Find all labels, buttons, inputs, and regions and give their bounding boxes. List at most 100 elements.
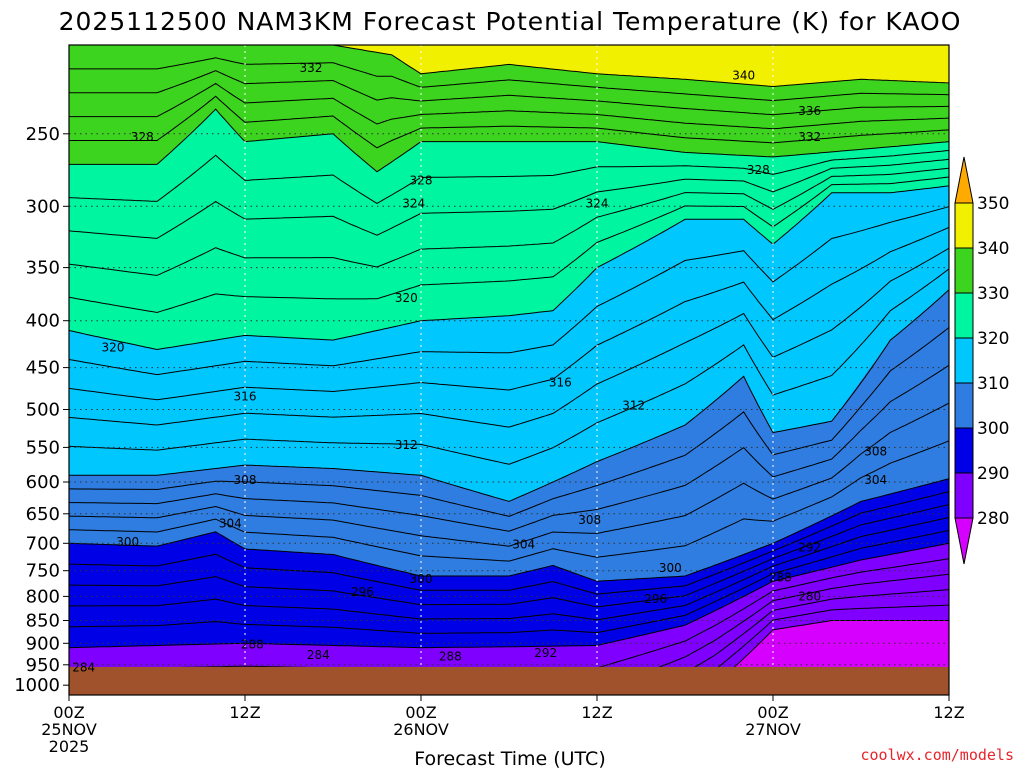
contour-fills	[69, 45, 949, 695]
plot-frame	[68, 44, 950, 696]
contour-line-336	[69, 70, 949, 116]
contour-line-302	[69, 440, 949, 562]
colorbar-tick-label: 330	[977, 284, 1009, 304]
contour-label: 288	[439, 649, 462, 663]
x-tick-label: 12Z	[229, 703, 260, 722]
x-tick-label: 00Z	[757, 703, 788, 722]
contour-line-332	[69, 95, 949, 149]
colorbar-segment-300	[954, 382, 974, 429]
y-tick-label: 800	[26, 586, 60, 607]
contour-line-284	[636, 589, 949, 695]
y-tick-label: 250	[26, 124, 60, 145]
contour-line-326	[69, 158, 949, 239]
contour-line-322	[69, 176, 949, 314]
contour-line-338	[69, 57, 949, 102]
x-tick-label: 00Z	[53, 703, 84, 722]
y-tick-label: 550	[26, 437, 60, 458]
y-tick-label: 950	[26, 655, 60, 676]
contour-label: 328	[131, 130, 154, 144]
contour-line-308	[69, 327, 949, 517]
band-above-340	[69, 45, 949, 87]
colorbar-segment-280	[954, 472, 974, 519]
contour-label: 284	[72, 661, 95, 675]
contour-line-292	[69, 529, 949, 634]
y-tick-label: 750	[26, 561, 60, 582]
colorbar-segment-340	[954, 202, 974, 249]
colorbar-segment-290	[954, 427, 974, 474]
x-tick-label: 12Z	[581, 703, 612, 722]
contour-line-298	[69, 491, 949, 595]
contour-label: 284	[307, 648, 330, 662]
contour-line-330	[69, 108, 949, 173]
contour-line-306	[69, 364, 949, 532]
contour-line-324	[69, 167, 949, 276]
contour-line-300	[69, 478, 949, 582]
contour-labels: 332 340 336 332 328 328 328 324 324 320 320 316 316 3…	[72, 61, 887, 675]
x-tick-label: 27NOV	[745, 720, 801, 739]
y-tick-label: 600	[26, 472, 60, 493]
contour-line-310	[69, 289, 949, 502]
colorbar-tick-label: 340	[977, 239, 1009, 259]
colorbar-tick-label: 320	[977, 329, 1009, 349]
contour-line-328	[69, 150, 949, 204]
contour-label: 288	[241, 638, 264, 652]
x-tick-label: 12Z	[933, 703, 964, 722]
contour-label: 308	[234, 473, 257, 487]
x-axis-label: Forecast Time (UTC)	[414, 748, 605, 768]
contour-label: 304	[219, 517, 242, 531]
contour-label: 324	[402, 197, 425, 211]
contour-label: 304	[864, 473, 887, 487]
contour-line-320	[69, 185, 949, 351]
y-tick-label: 1000	[14, 675, 60, 696]
contour-label: 340	[732, 69, 755, 83]
contour-label: 296	[644, 592, 667, 606]
colorbar-tick-label: 350	[977, 194, 1009, 214]
y-axis: 2503003504004505005506006507007508008509…	[14, 124, 69, 696]
colorbar-tick-label: 290	[977, 464, 1009, 484]
contour-line-294	[69, 516, 949, 621]
y-tick-label: 300	[26, 196, 60, 217]
contour-label: 336	[798, 104, 821, 118]
contour-label: 304	[512, 537, 535, 551]
contour-line-282	[672, 604, 949, 695]
x-tick-label: 2025	[49, 737, 90, 756]
contour-label: 316	[234, 390, 257, 404]
y-tick-label: 650	[26, 504, 60, 525]
contour-label: 292	[798, 540, 821, 554]
contour-label: 300	[116, 535, 139, 549]
contour-label: 288	[769, 571, 792, 585]
y-tick-label: 350	[26, 258, 60, 279]
contour-label: 328	[747, 163, 770, 177]
y-tick-label: 900	[26, 633, 60, 654]
y-tick-label: 500	[26, 400, 60, 421]
contour-line-314	[69, 247, 949, 428]
colorbar-low-triangle	[954, 517, 974, 565]
contour-label: 312	[395, 438, 418, 452]
ground-below-surface	[69, 666, 949, 695]
y-tick-label: 400	[26, 311, 60, 332]
contour-line-304	[69, 402, 949, 547]
contour-line-318	[69, 206, 949, 376]
contour-label: 312	[622, 399, 645, 413]
contour-label: 296	[351, 585, 374, 599]
contour-lines	[69, 45, 949, 695]
contour-label: 280	[798, 589, 821, 603]
contour-label: 320	[395, 291, 418, 305]
y-tick-label: 450	[26, 358, 60, 379]
contour-label: 316	[549, 375, 572, 389]
contour-line-290	[69, 542, 949, 649]
contour-label: 308	[864, 445, 887, 459]
contour-label: 332	[300, 61, 323, 75]
contour-line-280	[698, 620, 949, 695]
colorbar-high-triangle	[954, 156, 974, 204]
credit-text[interactable]: coolwx.com/models	[860, 746, 1014, 764]
y-tick-label: 850	[26, 611, 60, 632]
x-tick-label: 25NOV	[41, 720, 97, 739]
contour-label: 308	[578, 513, 601, 527]
contour-line-312	[69, 268, 949, 465]
y-tick-label: 700	[26, 533, 60, 554]
colorbar-segment-330	[954, 247, 974, 294]
contour-line-340	[69, 45, 949, 88]
x-tick-label: 00Z	[405, 703, 436, 722]
